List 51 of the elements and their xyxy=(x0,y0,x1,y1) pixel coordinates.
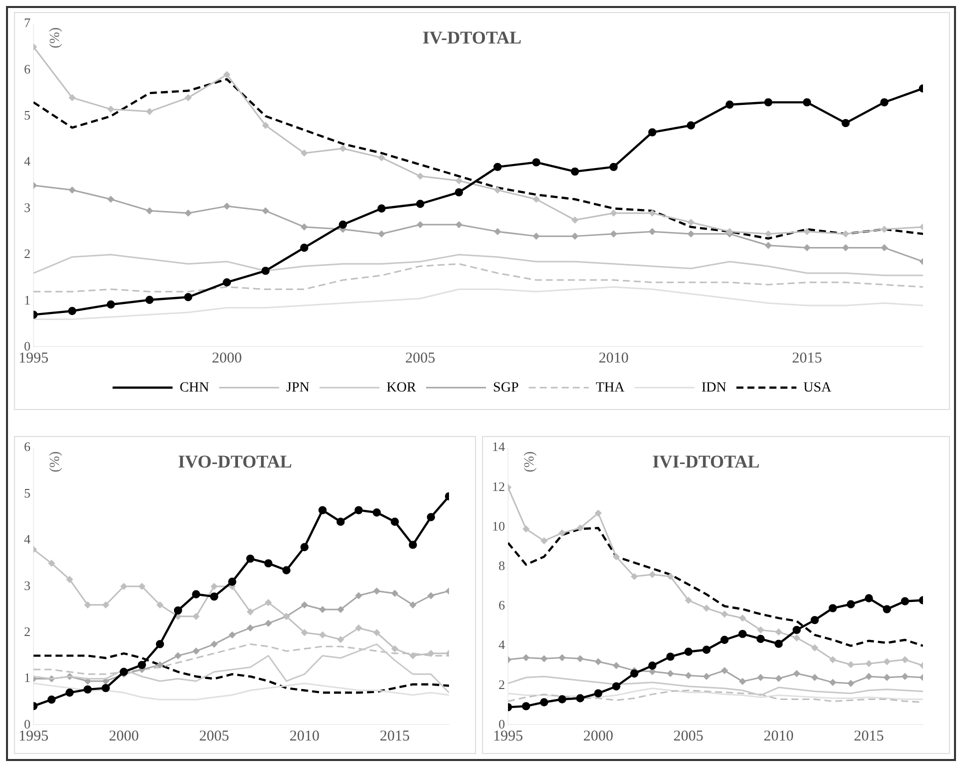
x-tick-label: 2005 xyxy=(405,350,436,367)
x-tick-label: 2000 xyxy=(212,350,242,367)
x-tick-label: 2015 xyxy=(380,728,410,745)
y-tick-label: 6 xyxy=(498,598,506,613)
x-tick-label: 2005 xyxy=(673,728,704,745)
x-tick-label: 2005 xyxy=(199,728,230,745)
y-tick-label: 2 xyxy=(498,676,505,692)
y-tick-label: 0 xyxy=(498,716,505,732)
y-tick-label: 2 xyxy=(24,246,30,262)
chart-title: IV-DTOTAL xyxy=(422,27,522,48)
x-tick-label: 1995 xyxy=(493,728,523,745)
legend-label: JPN xyxy=(286,380,310,396)
y-tick-label: 12 xyxy=(492,478,505,494)
y-axis-title: (%) xyxy=(48,450,64,472)
legend-label: KOR xyxy=(386,380,417,396)
y-tick-label: 6 xyxy=(24,439,31,454)
y-tick-label: 6 xyxy=(24,61,31,76)
y-tick-label: 8 xyxy=(498,558,505,574)
legend-label: USA xyxy=(803,380,832,396)
y-tick-label: 4 xyxy=(24,532,31,547)
y-tick-label: 1 xyxy=(24,670,30,686)
legend-label: IDN xyxy=(702,380,726,396)
y-tick-label: 3 xyxy=(24,578,30,593)
y-tick-label: 4 xyxy=(24,154,31,169)
x-tick-label: 2000 xyxy=(583,728,614,745)
y-tick-label: 14 xyxy=(492,439,506,454)
y-axis-title: (%) xyxy=(522,450,538,472)
legend-label: CHN xyxy=(180,380,210,396)
x-tick-label: 2010 xyxy=(764,728,794,745)
y-tick-label: 2 xyxy=(24,624,30,640)
x-tick-label: 2015 xyxy=(792,350,822,367)
y-axis-title: (%) xyxy=(48,26,64,48)
y-tick-label: 0 xyxy=(24,338,30,354)
y-tick-label: 7 xyxy=(24,15,31,30)
y-tick-label: 4 xyxy=(498,637,506,652)
chart-title: IVI-DTOTAL xyxy=(652,451,760,472)
chart-title: IVO-DTOTAL xyxy=(178,451,292,472)
y-tick-label: 3 xyxy=(24,200,30,215)
x-tick-label: 2015 xyxy=(854,728,884,745)
x-tick-label: 1995 xyxy=(18,728,48,745)
legend-label: THA xyxy=(596,380,626,396)
x-tick-label: 2000 xyxy=(108,728,139,745)
y-tick-label: 10 xyxy=(492,518,505,534)
y-tick-label: 0 xyxy=(24,716,30,732)
x-tick-label: 2010 xyxy=(598,350,629,367)
y-tick-label: 5 xyxy=(24,108,30,123)
y-tick-label: 1 xyxy=(24,292,30,308)
legend-label: SGP xyxy=(493,380,519,396)
y-tick-label: 5 xyxy=(24,485,30,500)
x-tick-label: 2010 xyxy=(289,728,320,745)
x-tick-label: 1995 xyxy=(18,350,48,367)
